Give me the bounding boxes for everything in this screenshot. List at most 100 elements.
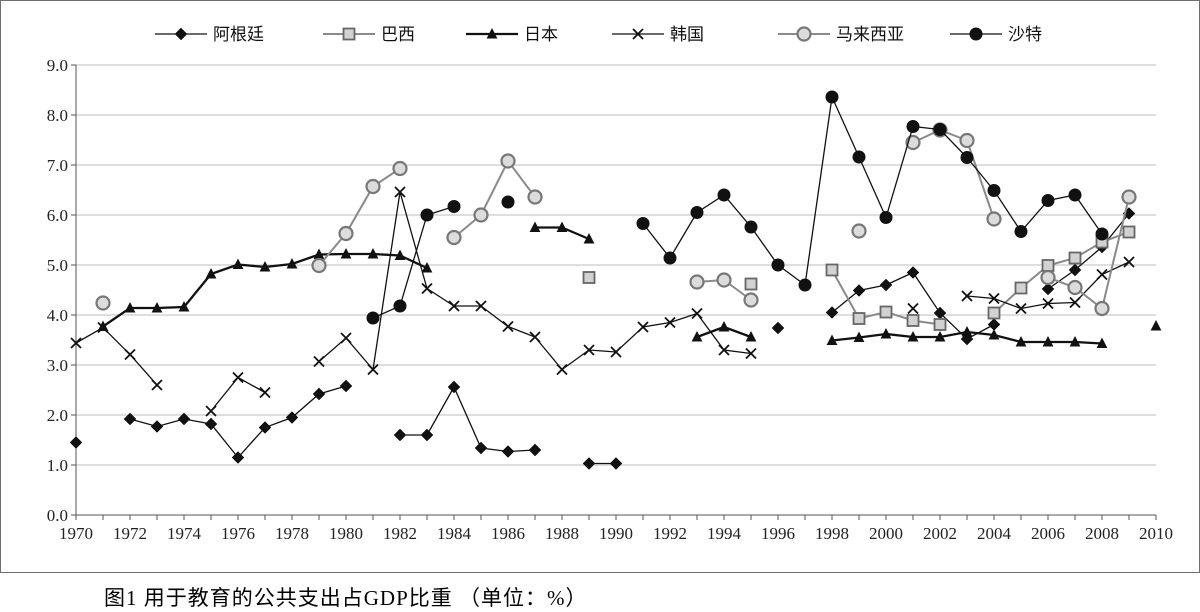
data-point (527, 189, 543, 205)
legend-label: 阿根廷 (213, 25, 264, 45)
y-tick-label: 0.0 (47, 506, 68, 525)
data-point (771, 258, 785, 272)
line-chart: 0.0 1.0 2.0 3.0 4.0 5.0 6.0 7.0 8.0 9.0 1970 1972 19… (47, 25, 1173, 543)
series-3 (97, 221, 1162, 348)
data-point (232, 258, 244, 269)
data-point (744, 277, 758, 291)
data-point (637, 321, 649, 333)
data-point (394, 249, 406, 260)
series-group (69, 90, 1162, 470)
y-tick-label: 8.0 (47, 106, 68, 125)
y-tick-label: 4.0 (47, 306, 68, 325)
data-point (987, 318, 1001, 331)
data-point (988, 329, 1000, 340)
data-point (825, 90, 839, 104)
data-point (717, 188, 731, 202)
y-tick-label: 3.0 (47, 356, 68, 375)
legend-marker (796, 26, 812, 42)
data-point (340, 248, 352, 259)
data-point (232, 371, 244, 384)
data-point (501, 195, 515, 209)
data-point (852, 150, 866, 164)
data-point (743, 292, 759, 308)
data-point (1041, 282, 1055, 296)
data-point (1094, 300, 1110, 317)
legend: 阿根廷 巴西 日本 韩国 马来西亚 沙特 (155, 25, 1042, 45)
data-point (663, 251, 677, 265)
data-point (1041, 194, 1055, 207)
data-point (70, 337, 82, 349)
data-point (313, 355, 325, 368)
data-point (1095, 227, 1109, 241)
data-point (582, 271, 596, 284)
data-point (311, 257, 327, 274)
data-point (1014, 281, 1028, 295)
series-5 (95, 122, 1137, 317)
data-point (798, 278, 812, 292)
data-point (1150, 320, 1162, 331)
series-line (75, 326, 158, 386)
data-point (1042, 336, 1054, 347)
data-point (880, 328, 892, 339)
data-point (1015, 302, 1027, 315)
data-point (367, 363, 379, 376)
x-tick-label: 1970 (59, 524, 93, 543)
legend-entry-5: 马来西亚 (778, 25, 904, 45)
data-point (151, 302, 163, 313)
x-tick-label: 1984 (437, 524, 472, 543)
data-point (177, 412, 191, 426)
data-point (1015, 336, 1027, 347)
data-point (689, 274, 705, 290)
data-point (745, 347, 757, 360)
series-line (210, 376, 266, 412)
data-point (95, 295, 111, 311)
data-point (609, 457, 623, 470)
x-tick-label: 1982 (383, 524, 417, 543)
grid-lines (76, 64, 1156, 466)
x-tick-label: 1990 (599, 524, 633, 543)
data-point (556, 363, 568, 376)
x-tick-label: 1974 (167, 524, 202, 543)
data-point (124, 348, 136, 361)
legend-entry-3: 日本 (466, 25, 558, 45)
data-point (690, 206, 704, 219)
data-point (987, 306, 1001, 320)
x-tick-label: 1980 (329, 524, 363, 543)
legend-label: 韩国 (670, 25, 704, 45)
series-line (372, 205, 455, 319)
legend-marker (174, 27, 188, 41)
series-2 (582, 225, 1136, 331)
data-point (392, 160, 408, 177)
data-point (1121, 189, 1137, 205)
data-point (178, 301, 190, 312)
axes: 0.0 1.0 2.0 3.0 4.0 5.0 6.0 7.0 8.0 9.0 1970 1972 19… (47, 56, 1173, 543)
legend-marker (342, 27, 356, 41)
data-point (1068, 251, 1082, 265)
x-tick-label: 1972 (113, 524, 147, 543)
data-point (1014, 225, 1028, 238)
x-tick-label: 1996 (761, 524, 795, 543)
data-point (583, 233, 595, 244)
data-point (1122, 225, 1136, 239)
data-point (1096, 337, 1108, 348)
data-point (528, 443, 542, 457)
data-point (826, 334, 838, 345)
data-point (1067, 279, 1083, 296)
data-point (1068, 263, 1082, 277)
data-point (313, 248, 325, 259)
data-point (907, 302, 919, 315)
data-point (340, 332, 352, 344)
data-point (691, 331, 703, 342)
data-point (906, 266, 920, 279)
data-point (447, 200, 461, 213)
data-point (1096, 268, 1108, 281)
data-point (961, 326, 973, 337)
data-point (771, 321, 785, 335)
x-tick-label: 2010 (1139, 524, 1173, 543)
data-point (205, 405, 217, 417)
data-point (231, 451, 245, 464)
data-point (393, 299, 407, 313)
data-point (529, 221, 541, 232)
legend-entry-1: 阿根廷 (155, 25, 264, 45)
legend-marker (632, 28, 644, 40)
